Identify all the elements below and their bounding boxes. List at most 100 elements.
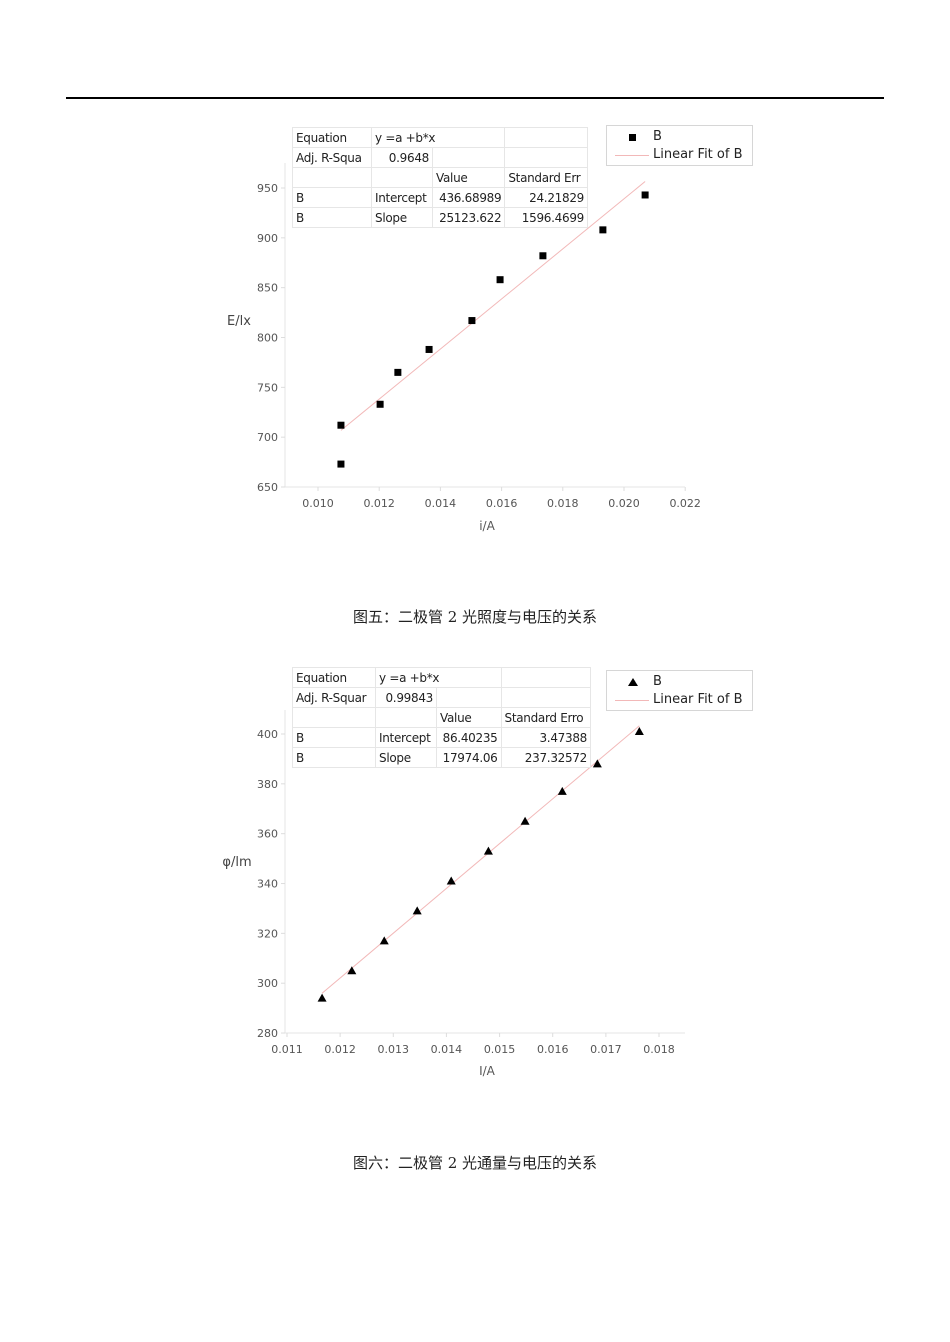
y-tick-label: 320 — [257, 927, 278, 940]
y-tick-label: 750 — [257, 381, 278, 394]
row-error: 24.21829 — [504, 187, 588, 208]
y-tick-label: 700 — [257, 431, 278, 444]
square-marker-icon — [629, 134, 636, 141]
data-point-triangle — [347, 966, 357, 975]
data-point-triangle — [634, 727, 644, 736]
row-error: 237.32572 — [500, 747, 591, 768]
error-header: Standard Err — [504, 167, 588, 188]
y-tick-label: 340 — [257, 878, 278, 891]
row-name: B — [292, 207, 372, 228]
error-header: Standard Erro — [500, 707, 591, 728]
x-tick-label: 0.022 — [669, 497, 701, 510]
row-param: Intercept — [371, 187, 433, 208]
x-axis-label: i/A — [479, 519, 495, 533]
data-point-square — [599, 226, 607, 234]
x-tick-label: 0.016 — [486, 497, 518, 510]
y-tick-label: 280 — [257, 1027, 278, 1040]
row-value: 17974.06 — [436, 747, 502, 768]
fit-line-icon — [615, 155, 649, 156]
data-point-triangle — [483, 846, 493, 855]
equation-label: Equation — [292, 127, 372, 148]
x-tick-label: 0.012 — [363, 497, 395, 510]
y-axis-label: φ/lm — [222, 855, 251, 870]
y-tick-label: 360 — [257, 828, 278, 841]
data-point-triangle — [412, 906, 422, 915]
fit-table-2: Equation y =a +b*x Adj. R-Squar 0.99843 Va… — [292, 667, 591, 768]
r2-value: 0.9648 — [371, 147, 433, 168]
row-param: Slope — [371, 207, 433, 228]
y-tick-label: 400 — [257, 728, 278, 741]
legend-label: B — [653, 674, 662, 689]
data-point-triangle — [592, 759, 602, 768]
y-tick-label: 950 — [257, 182, 278, 195]
figure-caption-5: 图五：二极管 2 光照度与电压的关系 — [352, 608, 598, 626]
equation: y =a +b*x — [370, 127, 506, 148]
y-tick-label: 800 — [257, 332, 278, 345]
data-point-triangle — [557, 786, 567, 795]
fit-line-icon — [615, 700, 649, 701]
data-point-square — [425, 345, 433, 353]
x-tick-label: 0.018 — [643, 1043, 675, 1056]
figure-caption-6: 图六：二极管 2 光通量与电压的关系 — [352, 1154, 598, 1172]
row-value: 86.40235 — [436, 727, 502, 748]
data-point-square — [376, 400, 384, 408]
x-tick-label: 0.014 — [425, 497, 457, 510]
header-rule — [66, 97, 884, 99]
data-point-triangle — [317, 993, 327, 1002]
row-param: Slope — [375, 747, 437, 768]
fit-table-1: Equation y =a +b*x Adj. R-Squa 0.9648 Valu… — [292, 127, 588, 228]
y-tick-label: 850 — [257, 282, 278, 295]
r2-label: Adj. R-Squar — [292, 687, 376, 708]
row-name: B — [292, 747, 376, 768]
legend-2: B Linear Fit of B — [606, 670, 753, 711]
y-tick-label: 380 — [257, 778, 278, 791]
data-point-square — [337, 421, 345, 429]
row-value: 25123.622 — [431, 207, 506, 228]
legend-label: Linear Fit of B — [653, 147, 743, 162]
row-error: 1596.4699 — [504, 207, 588, 228]
row-value: 436.68989 — [431, 187, 506, 208]
r2-label: Adj. R-Squa — [292, 147, 372, 168]
row-param: Intercept — [375, 727, 437, 748]
triangle-marker-icon — [628, 678, 638, 686]
data-point-square — [468, 317, 476, 325]
x-tick-label: 0.015 — [484, 1043, 516, 1056]
row-name: B — [292, 187, 372, 208]
x-tick-label: 0.018 — [547, 497, 579, 510]
linear-fit-line — [321, 725, 640, 994]
data-point-triangle — [446, 876, 456, 885]
data-point-triangle — [520, 816, 530, 825]
x-tick-label: 0.016 — [537, 1043, 569, 1056]
legend-label: B — [653, 129, 662, 144]
y-axis-label: E/lx — [227, 314, 251, 329]
legend-1: B Linear Fit of B — [606, 125, 753, 166]
x-tick-label: 0.011 — [271, 1043, 303, 1056]
value-header: Value — [431, 167, 506, 188]
data-point-square — [539, 252, 547, 260]
data-point-square — [337, 460, 345, 468]
data-point-triangle — [379, 936, 389, 945]
r2-value: 0.99843 — [375, 687, 437, 708]
value-header: Value — [436, 707, 502, 728]
y-tick-label: 300 — [257, 977, 278, 990]
data-point-square — [641, 191, 649, 199]
data-point-square — [496, 276, 504, 284]
equation-label: Equation — [292, 667, 376, 688]
row-error: 3.47388 — [500, 727, 591, 748]
x-tick-label: 0.010 — [302, 497, 334, 510]
y-tick-label: 650 — [257, 481, 278, 494]
data-point-square — [394, 368, 402, 376]
x-tick-label: 0.014 — [431, 1043, 463, 1056]
x-tick-label: 0.017 — [590, 1043, 622, 1056]
x-tick-label: 0.013 — [378, 1043, 410, 1056]
legend-label: Linear Fit of B — [653, 692, 743, 707]
x-tick-label: 0.020 — [608, 497, 640, 510]
y-tick-label: 900 — [257, 232, 278, 245]
row-name: B — [292, 727, 376, 748]
x-axis-label: I/A — [479, 1064, 496, 1078]
x-tick-label: 0.012 — [324, 1043, 356, 1056]
equation: y =a +b*x — [375, 667, 502, 688]
linear-fit-line — [340, 181, 646, 431]
